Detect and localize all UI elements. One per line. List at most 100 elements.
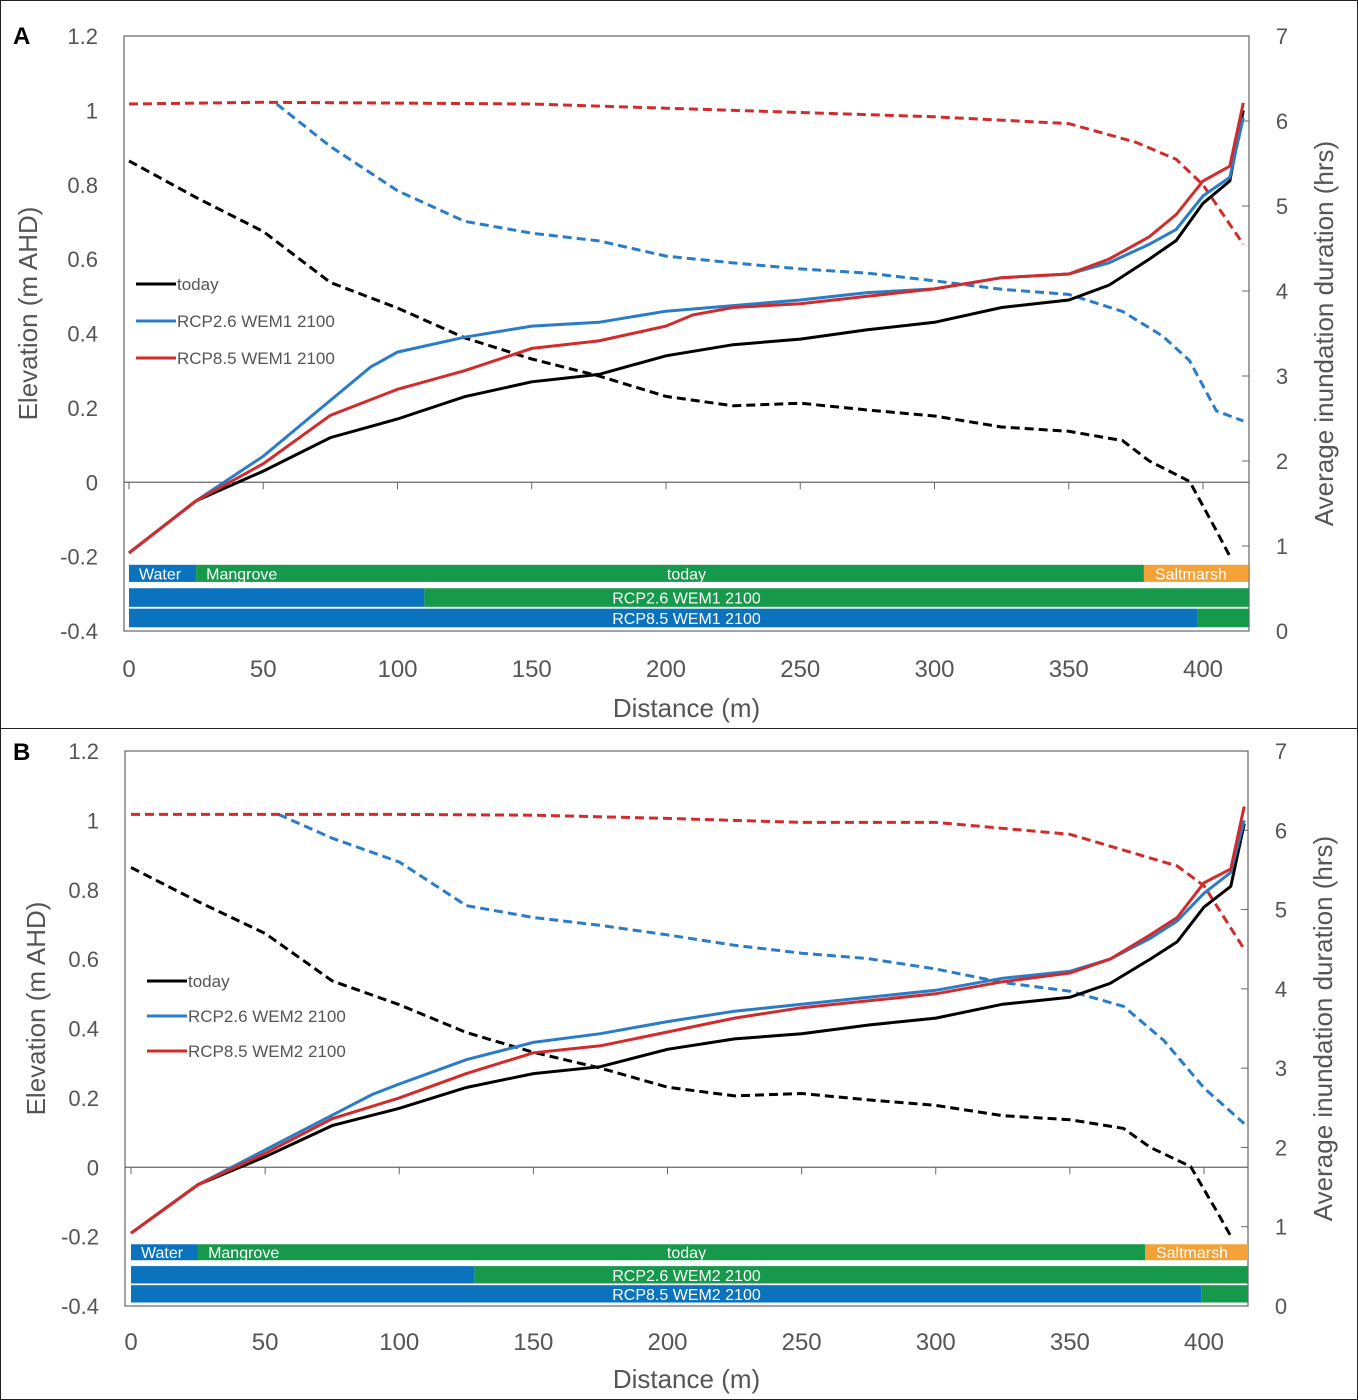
y-tick-label: 0.4 bbox=[67, 322, 98, 347]
x-tick-label: 250 bbox=[782, 1329, 822, 1356]
y-tick-label: -0.2 bbox=[60, 545, 98, 570]
legend-label: RCP8.5 WEM1 2100 bbox=[177, 349, 335, 368]
plot-area bbox=[124, 750, 1249, 1307]
x-tick-label: 0 bbox=[124, 1329, 137, 1356]
bar-row-label: RCP2.6 WEM2 2100 bbox=[612, 1268, 761, 1285]
habitat-bar-water bbox=[131, 1285, 1202, 1303]
bar-row-label: today bbox=[667, 566, 706, 583]
habitat-bar-water bbox=[129, 608, 1198, 628]
x-tick-label: 300 bbox=[916, 1329, 956, 1356]
x-axis-title: Distance (m) bbox=[613, 693, 760, 723]
x-tick-label: 200 bbox=[646, 656, 686, 683]
habitat-bar-water bbox=[131, 1266, 475, 1284]
habitat-bar-water bbox=[129, 564, 197, 582]
y2-tick-label: 6 bbox=[1275, 818, 1287, 843]
y2-tick-label: 3 bbox=[1275, 1056, 1287, 1081]
elevation-line-today bbox=[130, 823, 1246, 1235]
y2-tick-label: 5 bbox=[1275, 898, 1287, 923]
y2-axis-title: Average inundation duration (hrs) bbox=[1308, 836, 1338, 1221]
y2-tick-label: 2 bbox=[1275, 1135, 1287, 1160]
legend-label: today bbox=[177, 275, 219, 294]
x-tick-label: 300 bbox=[914, 656, 954, 683]
y-tick-label: 0.8 bbox=[67, 173, 98, 198]
y-tick-label: 0 bbox=[86, 470, 98, 495]
habitat-bar-mangrove bbox=[1197, 608, 1249, 628]
x-tick-label: 200 bbox=[647, 1329, 687, 1356]
x-tick-label: 0 bbox=[122, 656, 135, 683]
habitat-bar-mangrove bbox=[196, 564, 1144, 582]
y2-axis-title: Average inundation duration (hrs) bbox=[1309, 141, 1339, 526]
panel-label: B bbox=[13, 739, 31, 766]
x-tick-label: 400 bbox=[1183, 656, 1223, 683]
y2-tick-label: 5 bbox=[1276, 194, 1288, 219]
habitat-label: Water bbox=[139, 566, 182, 583]
habitat-label: Mangrove bbox=[206, 566, 277, 583]
inundation-line-today bbox=[128, 159, 1232, 557]
y-tick-label: -0.4 bbox=[61, 1294, 99, 1319]
inundation-line-rcp85 bbox=[128, 100, 1245, 246]
inundation-line-rcp85 bbox=[131, 812, 1246, 951]
habitat-label: Saltmarsh bbox=[1155, 566, 1227, 583]
habitat-bar-mangrove bbox=[474, 1266, 1248, 1284]
habitat-label: Saltmarsh bbox=[1156, 1245, 1228, 1262]
elevation-line-rcp26 bbox=[130, 820, 1246, 1235]
x-tick-label: 100 bbox=[379, 1329, 419, 1356]
x-tick-label: 50 bbox=[252, 1329, 279, 1356]
y2-tick-label: 3 bbox=[1276, 364, 1288, 389]
habitat-bar-mangrove bbox=[424, 588, 1249, 607]
y-tick-label: 0.2 bbox=[67, 396, 98, 421]
y-tick-label: 1 bbox=[86, 98, 98, 123]
y2-tick-label: 0 bbox=[1276, 619, 1288, 644]
y2-tick-label: 4 bbox=[1275, 977, 1287, 1002]
y2-tick-label: 6 bbox=[1276, 109, 1288, 134]
y-tick-label: 1.2 bbox=[67, 24, 98, 49]
habitat-bar-water bbox=[131, 1244, 199, 1261]
y-tick-label: 1.2 bbox=[68, 739, 99, 764]
y-tick-label: -0.4 bbox=[60, 619, 98, 644]
habitat-bar-water bbox=[129, 588, 425, 607]
chart-b: Water Mangrove Saltmarsh today RCP2.6 WEM2 2… bbox=[21, 739, 1338, 1394]
x-tick-label: 250 bbox=[780, 656, 820, 683]
legend-label: RCP2.6 WEM1 2100 bbox=[177, 312, 335, 331]
panel-b: B Water Mangrove Saltmarsh today RCP2.6 WEM2… bbox=[0, 728, 1358, 1400]
habitat-label: Water bbox=[141, 1245, 184, 1262]
habitat-label: Mangrove bbox=[208, 1245, 279, 1262]
inundation-line-today bbox=[130, 866, 1233, 1237]
x-tick-label: 100 bbox=[377, 656, 417, 683]
y-tick-label: 0.8 bbox=[68, 878, 99, 903]
y-tick-label: 0 bbox=[87, 1155, 99, 1180]
habitat-bar-saltmarsh bbox=[1143, 564, 1249, 582]
plot-area bbox=[123, 35, 1250, 632]
x-tick-label: 50 bbox=[250, 656, 277, 683]
legend-label: RCP2.6 WEM2 2100 bbox=[188, 1007, 346, 1026]
y-tick-label: 0.2 bbox=[68, 1086, 99, 1111]
inundation-line-rcp26 bbox=[277, 813, 1246, 1125]
bar-row-label: RCP8.5 WEM1 2100 bbox=[612, 611, 761, 628]
bar-row-label: RCP8.5 WEM2 2100 bbox=[612, 1287, 761, 1304]
y2-tick-label: 2 bbox=[1276, 449, 1288, 474]
elevation-line-rcp85 bbox=[128, 102, 1245, 555]
panel-a: A Water Mangrove Saltmarsh today RCP2.6 WEM1… bbox=[0, 0, 1358, 729]
y-axis-title: Elevation (m AHD) bbox=[21, 902, 51, 1116]
x-tick-label: 400 bbox=[1184, 1329, 1224, 1356]
elevation-line-rcp85 bbox=[130, 806, 1246, 1235]
x-tick-label: 350 bbox=[1049, 656, 1089, 683]
x-axis-title: Distance (m) bbox=[613, 1364, 760, 1394]
habitat-bar-mangrove bbox=[198, 1244, 1145, 1261]
x-tick-label: 150 bbox=[513, 1329, 553, 1356]
y2-tick-label: 1 bbox=[1276, 534, 1288, 559]
panel-label: A bbox=[13, 23, 31, 50]
legend-label: today bbox=[188, 972, 230, 991]
bar-row-label: today bbox=[667, 1245, 706, 1262]
y2-tick-label: 7 bbox=[1275, 739, 1287, 764]
y2-tick-label: 0 bbox=[1275, 1294, 1287, 1319]
habitat-bar-saltmarsh bbox=[1144, 1244, 1248, 1261]
bar-row-label: RCP2.6 WEM1 2100 bbox=[612, 591, 761, 608]
inundation-line-rcp26 bbox=[275, 102, 1244, 423]
legend-label: RCP8.5 WEM2 2100 bbox=[188, 1042, 346, 1061]
elevation-line-today bbox=[128, 110, 1245, 555]
x-tick-label: 150 bbox=[512, 656, 552, 683]
y2-tick-label: 7 bbox=[1276, 24, 1288, 49]
y-tick-label: 0.6 bbox=[67, 247, 98, 272]
y2-tick-label: 4 bbox=[1276, 279, 1288, 304]
